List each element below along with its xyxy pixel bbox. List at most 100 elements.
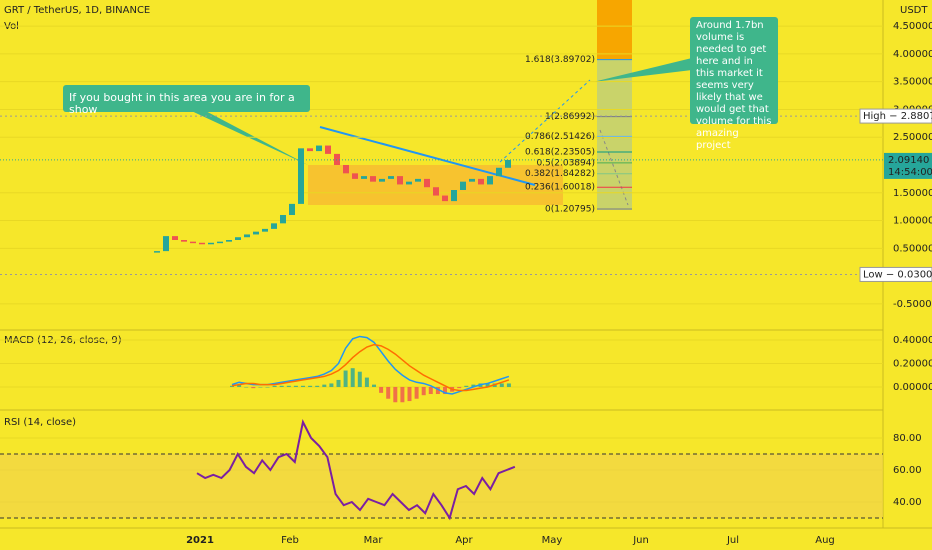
histogram-bar xyxy=(343,370,348,387)
histogram-bar xyxy=(357,371,362,387)
x-tick-label: Feb xyxy=(281,535,299,546)
histogram-bar xyxy=(506,383,511,387)
candle xyxy=(478,178,484,185)
candle xyxy=(415,178,421,182)
histogram-bar xyxy=(421,386,426,396)
candle xyxy=(307,148,313,152)
candle xyxy=(352,173,358,179)
histogram-bar xyxy=(244,386,249,388)
fib-label: 1(2.86992) xyxy=(545,112,595,122)
candle xyxy=(496,167,502,177)
candle xyxy=(163,236,169,252)
price-badge xyxy=(859,266,932,282)
y-tick-label: 0.40000 xyxy=(893,335,932,346)
histogram-bar xyxy=(471,384,476,387)
y-tick-label: 4.50000 xyxy=(893,21,932,32)
currency: USDT xyxy=(900,5,928,16)
y-tick-label: 1.00000 xyxy=(893,216,932,227)
histogram-bar xyxy=(272,385,277,387)
histogram-bar xyxy=(286,385,291,387)
last-badge xyxy=(884,152,932,179)
histogram-bar xyxy=(407,386,412,402)
histogram-bar xyxy=(428,386,433,395)
y-tick-label: 1.50000 xyxy=(893,188,932,199)
pointer xyxy=(185,108,308,165)
countdown: 14:54:00 xyxy=(888,167,932,178)
y-tick-label: 2.50000 xyxy=(893,132,932,143)
histogram-bar xyxy=(251,386,256,389)
candle xyxy=(154,251,160,253)
candle xyxy=(487,176,493,185)
fib-label: 0.786(2.51426) xyxy=(525,132,595,142)
candle xyxy=(244,234,250,238)
candle xyxy=(289,203,295,215)
fib-zone xyxy=(597,60,632,210)
rsi-line xyxy=(196,418,516,521)
signal-line xyxy=(231,343,510,392)
histogram-bar xyxy=(336,379,341,387)
symbol: GRT / TetherUS, 1D, BINANCE xyxy=(4,5,150,16)
candle xyxy=(406,181,412,185)
histogram-bar xyxy=(350,368,355,387)
histogram-bar xyxy=(443,386,447,395)
fib-label: 0.618(2.23505) xyxy=(525,147,595,157)
candle xyxy=(280,215,286,224)
histogram-bar xyxy=(308,385,313,387)
fib-label: 0(1.20795) xyxy=(545,205,595,215)
y-tick-label: 80.00 xyxy=(893,433,922,444)
histogram-bar xyxy=(457,386,462,389)
histogram-bar xyxy=(499,383,504,387)
histogram-bar xyxy=(414,386,419,399)
histogram-bar xyxy=(230,385,234,387)
callout: Around 1.7bn volume is needed to get her… xyxy=(690,17,778,151)
rsi-band xyxy=(0,454,883,518)
fib-top xyxy=(597,0,632,60)
candle xyxy=(181,240,187,242)
x-tick-label: May xyxy=(542,535,563,546)
candle xyxy=(298,148,304,204)
y-tick-label: 0.50000 xyxy=(893,243,932,254)
x-tick-label: 2021 xyxy=(186,535,214,546)
histogram-bar xyxy=(364,377,369,387)
candle xyxy=(235,237,241,240)
histogram-bar xyxy=(265,386,270,388)
histogram-bar xyxy=(386,386,391,399)
histogram-bar xyxy=(329,383,334,387)
histogram-bar xyxy=(322,384,327,387)
candle xyxy=(208,242,214,245)
pointer xyxy=(593,58,692,82)
histogram-bar xyxy=(237,384,242,387)
candle xyxy=(469,178,475,182)
candle xyxy=(316,145,322,152)
fib-label: 0.382(1.84282) xyxy=(525,169,595,179)
last-price: 2.09140 xyxy=(888,155,929,166)
histogram-bar xyxy=(315,385,320,387)
candle xyxy=(424,178,430,188)
fib-label: 0.236(1.60018) xyxy=(525,183,595,193)
candle xyxy=(226,240,232,242)
candle xyxy=(433,187,439,196)
candle xyxy=(199,242,205,245)
price-badge-label: Low − 0.03000 xyxy=(863,269,932,280)
candle xyxy=(172,236,178,240)
histogram-bar xyxy=(485,383,490,387)
y-tick-label: 0.00000 xyxy=(893,382,932,393)
candle xyxy=(442,195,448,202)
y-tick-label: 4.00000 xyxy=(893,49,932,60)
candle xyxy=(217,241,223,244)
candle xyxy=(343,165,349,174)
candle xyxy=(388,176,394,179)
candle xyxy=(460,181,466,190)
projection xyxy=(499,79,591,163)
candle xyxy=(325,145,331,154)
candle xyxy=(397,176,403,185)
rsi-title: RSI (14, close) xyxy=(4,417,76,428)
y-tick-label: 40.00 xyxy=(893,497,922,508)
candle xyxy=(271,223,277,229)
candle xyxy=(253,231,259,235)
y-tick-label: 0.20000 xyxy=(893,358,932,369)
x-tick-label: Aug xyxy=(815,535,835,546)
candle xyxy=(361,176,367,179)
histogram-bar xyxy=(435,386,440,395)
